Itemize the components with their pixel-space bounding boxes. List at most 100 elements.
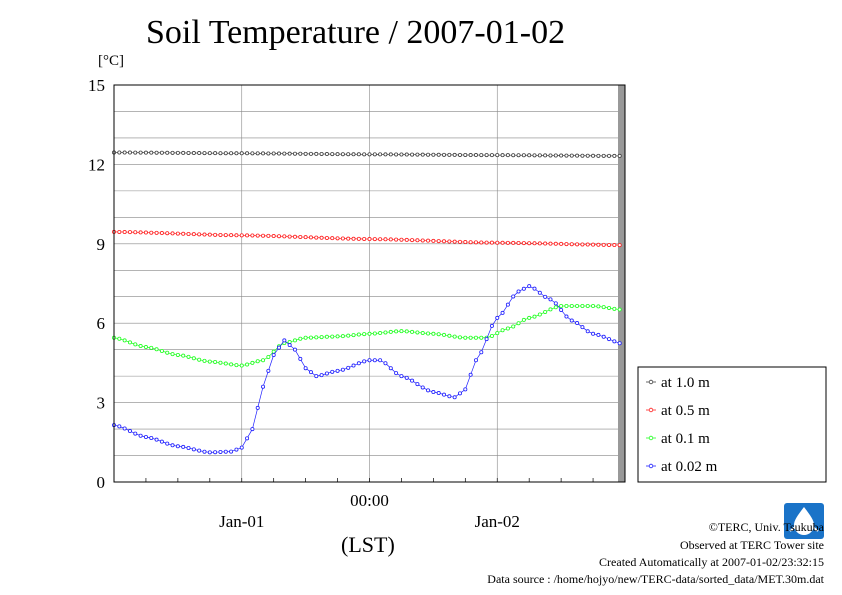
data-point (266, 368, 271, 373)
data-point (457, 391, 462, 396)
data-point (191, 151, 196, 156)
data-point (596, 242, 601, 247)
data-point (452, 152, 457, 157)
data-point (186, 354, 191, 359)
data-point (426, 331, 431, 336)
data-point (500, 240, 505, 245)
y-tick-label: 0 (97, 473, 106, 492)
data-point (133, 431, 138, 436)
data-point (292, 338, 297, 343)
data-point (154, 150, 159, 155)
data-point (404, 152, 409, 157)
data-point (484, 240, 489, 245)
data-point (186, 446, 191, 451)
data-point (378, 237, 383, 242)
data-point (287, 151, 292, 156)
data-point (607, 305, 612, 310)
data-point (133, 150, 138, 155)
data-point (585, 153, 590, 158)
data-point (245, 436, 250, 441)
data-point (468, 372, 473, 377)
legend-marker (648, 463, 654, 469)
data-point (559, 153, 564, 158)
data-point (505, 302, 510, 307)
data-point (324, 334, 329, 339)
data-point (175, 150, 180, 155)
data-point (319, 373, 324, 378)
data-point (511, 324, 516, 329)
data-point (356, 361, 361, 366)
data-point (612, 153, 617, 158)
terc-logo-icon (784, 503, 824, 539)
data-point (601, 153, 606, 158)
data-point (261, 233, 266, 238)
data-point (282, 151, 287, 156)
data-point (617, 341, 622, 346)
data-point (175, 231, 180, 236)
data-point (245, 362, 250, 367)
plot-frame (113, 84, 626, 483)
data-point (261, 384, 266, 389)
data-point (596, 332, 601, 337)
data-point (404, 237, 409, 242)
data-point (585, 303, 590, 308)
data-point (447, 394, 452, 399)
legend-label: at 0.1 m (661, 431, 710, 447)
data-point (277, 151, 282, 156)
data-point (591, 331, 596, 336)
data-point (234, 233, 239, 238)
data-point (340, 334, 345, 339)
data-point (335, 368, 340, 373)
data-point (340, 236, 345, 241)
data-point (575, 303, 580, 308)
data-point (346, 365, 351, 370)
y-tick-label: 9 (97, 235, 106, 254)
data-point (388, 366, 393, 371)
data-point (442, 239, 447, 244)
data-point (580, 303, 585, 308)
data-point (213, 450, 218, 455)
data-point (239, 445, 244, 450)
data-point (266, 355, 271, 360)
data-point (362, 332, 367, 337)
data-point (426, 388, 431, 393)
data-point (165, 231, 170, 236)
data-point (250, 151, 255, 156)
data-point (117, 424, 122, 429)
data-point (548, 241, 553, 246)
data-point (218, 232, 223, 237)
data-point (133, 342, 138, 347)
data-point (479, 240, 484, 245)
series-layer (112, 150, 622, 455)
data-point (484, 337, 489, 342)
data-point (250, 360, 255, 365)
data-point (479, 153, 484, 158)
data-point (127, 340, 132, 345)
data-point (186, 150, 191, 155)
data-point (133, 230, 138, 235)
data-point (479, 335, 484, 340)
data-point (601, 242, 606, 247)
data-point (473, 240, 478, 245)
data-point (617, 307, 622, 312)
data-point (415, 330, 420, 335)
data-point (255, 233, 260, 238)
data-point (330, 236, 335, 241)
data-point (292, 347, 297, 352)
legend-box (637, 366, 827, 483)
data-point (452, 395, 457, 400)
data-point (463, 240, 468, 245)
tick-labels: 0 3 6 9 12 15 Jan-01 00:00 Jan-02 (88, 76, 520, 531)
data-point (553, 305, 558, 310)
data-point (319, 235, 324, 240)
data-point (239, 233, 244, 238)
data-point (500, 153, 505, 158)
data-point (324, 235, 329, 240)
data-point (410, 238, 415, 243)
data-point (457, 152, 462, 157)
data-point (559, 303, 564, 308)
data-point (399, 374, 404, 379)
data-point (404, 329, 409, 334)
data-point (399, 237, 404, 242)
data-point (287, 234, 292, 239)
